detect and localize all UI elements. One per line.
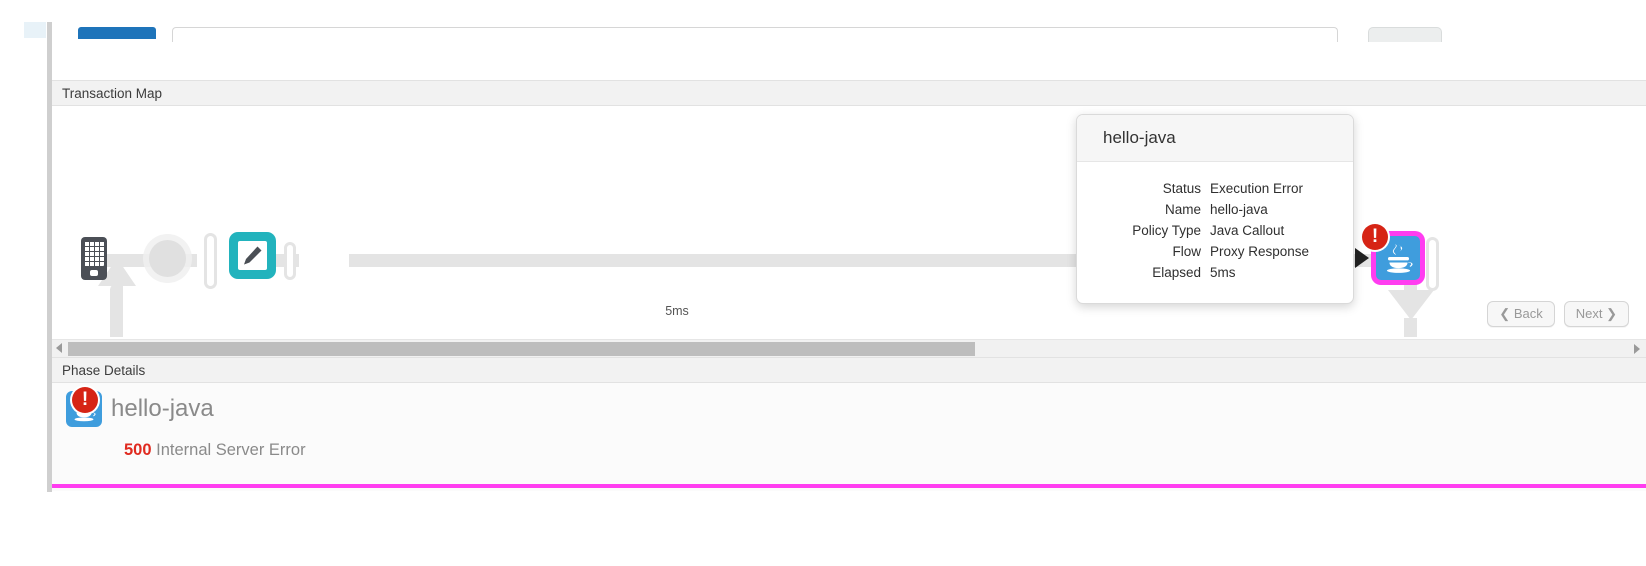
horizontal-scrollbar[interactable]: [52, 339, 1646, 358]
transaction-map-title: Transaction Map: [62, 85, 163, 101]
map-navigation-buttons: ❮ Back Next ❯: [1487, 301, 1629, 327]
search-input[interactable]: [172, 27, 1338, 42]
circle-node-icon[interactable]: [149, 240, 186, 277]
phase-details-body: ! hello-java 500 Internal Server Error: [52, 383, 1646, 491]
tooltip-value: Execution Error: [1210, 181, 1304, 196]
node-tooltip: hello-java Status Execution Error Name h…: [1076, 114, 1354, 304]
transaction-map-canvas[interactable]: ! 5ms ❮ Back Next ❯: [52, 106, 1646, 337]
java-icon: !: [66, 387, 102, 427]
policy-node-assign-message[interactable]: [229, 232, 276, 279]
flow-arrow-down-icon: [1388, 290, 1434, 320]
tooltip-value: Java Callout: [1210, 223, 1285, 238]
elapsed-time-label: 5ms: [665, 304, 689, 318]
tooltip-row: Elapsed 5ms: [1077, 262, 1309, 283]
error-badge-label: !: [81, 389, 89, 410]
flow-separator-pill: [204, 233, 217, 289]
tooltip-value: hello-java: [1210, 202, 1268, 217]
tooltip-row: Name hello-java: [1077, 199, 1309, 220]
tooltip-key: Policy Type: [1132, 223, 1201, 238]
left-scrollbar-rail[interactable]: [47, 22, 52, 492]
back-button-label: Back: [1513, 306, 1543, 321]
toolbar-secondary-button[interactable]: [1368, 27, 1442, 42]
status-code: 500: [124, 441, 152, 459]
back-button[interactable]: ❮ Back: [1487, 301, 1555, 327]
tooltip-key: Elapsed: [1152, 265, 1201, 280]
tooltip-properties: Status Execution Error Name hello-java P…: [1077, 162, 1353, 303]
phase-detail-title: hello-java: [111, 395, 214, 422]
tooltip-key: Flow: [1172, 244, 1201, 259]
scroll-left-arrow-icon[interactable]: [56, 343, 62, 353]
phase-details-title: Phase Details: [62, 362, 146, 378]
flow-separator-pill: [284, 242, 296, 280]
tooltip-value: Proxy Response: [1210, 244, 1310, 259]
connector-line-segment: [1404, 318, 1417, 337]
phase-details-accent-underline: [52, 484, 1646, 488]
tooltip-key: Name: [1164, 202, 1201, 217]
phase-status-line: 500 Internal Server Error: [124, 441, 306, 460]
chevron-right-icon: ❯: [1606, 306, 1617, 321]
tooltip-value: 5ms: [1210, 265, 1236, 280]
error-badge-icon: !: [72, 387, 98, 413]
error-badge-label: !: [1371, 226, 1379, 247]
scroll-right-arrow-icon[interactable]: [1634, 344, 1640, 354]
mobile-phone-icon[interactable]: [81, 237, 107, 280]
connector-line-segment: [110, 284, 123, 337]
tooltip-key: Status: [1162, 181, 1201, 196]
error-badge-icon: !: [1362, 224, 1388, 250]
pencil-edit-icon: [238, 241, 267, 270]
status-text: Internal Server Error: [156, 441, 306, 459]
tooltip-row: Flow Proxy Response: [1077, 241, 1309, 262]
next-button-label: Next: [1575, 306, 1603, 321]
scrollbar-thumb[interactable]: [68, 342, 975, 356]
phase-detail-row[interactable]: ! hello-java: [66, 387, 214, 427]
tooltip-title: hello-java: [1077, 115, 1353, 162]
toolbar-primary-button[interactable]: [78, 27, 156, 39]
phase-details-header: Phase Details: [52, 357, 1646, 383]
flow-separator-pill: [1426, 237, 1439, 291]
toolbar-strip: [0, 0, 1646, 58]
selected-node-caret-icon: [1355, 248, 1369, 268]
next-button[interactable]: Next ❯: [1563, 301, 1629, 327]
tooltip-row: Status Execution Error: [1077, 178, 1309, 199]
chevron-left-icon: ❮: [1499, 306, 1511, 321]
transaction-map-header: Transaction Map: [52, 80, 1646, 106]
tooltip-row: Policy Type Java Callout: [1077, 220, 1309, 241]
left-rail-highlight: [24, 22, 46, 38]
